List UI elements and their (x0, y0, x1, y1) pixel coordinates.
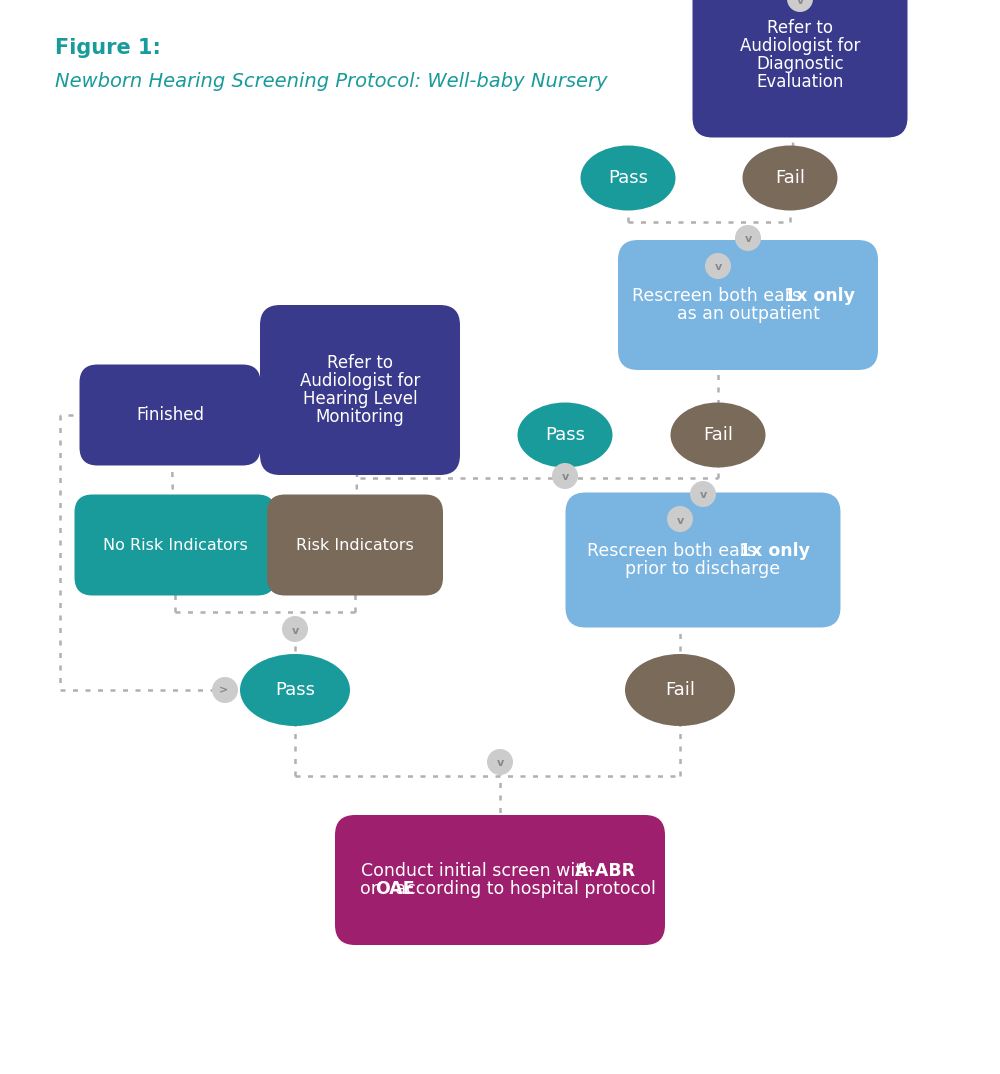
Text: v: v (699, 491, 707, 500)
FancyBboxPatch shape (335, 815, 665, 945)
Text: Pass: Pass (275, 681, 315, 699)
Text: Audiologist for: Audiologist for (300, 372, 420, 390)
Text: Rescreen both ears 1x only: Rescreen both ears 1x only (584, 542, 822, 560)
Circle shape (282, 616, 308, 642)
Text: v: v (676, 516, 684, 525)
Text: Hearing Level: Hearing Level (303, 390, 417, 408)
FancyBboxPatch shape (618, 240, 878, 371)
Circle shape (552, 463, 578, 489)
Text: Conduct initial screen with: Conduct initial screen with (361, 862, 598, 880)
Text: Rescreen both ears: Rescreen both ears (632, 287, 807, 305)
Text: v: v (496, 758, 504, 769)
Text: v: v (561, 473, 569, 482)
Text: Finished: Finished (136, 406, 204, 424)
Text: A-ABR: A-ABR (574, 862, 636, 880)
Text: Fail: Fail (665, 681, 695, 699)
Circle shape (487, 749, 513, 775)
Text: OAE: OAE (375, 880, 415, 898)
Text: Diagnostic: Diagnostic (756, 55, 844, 73)
FancyBboxPatch shape (566, 493, 840, 627)
Text: Conduct initial screen with A-ABR: Conduct initial screen with A-ABR (354, 862, 646, 880)
Text: Fail: Fail (703, 426, 733, 444)
Circle shape (735, 224, 761, 251)
Text: v: v (744, 234, 752, 245)
Text: >: > (219, 685, 229, 695)
Text: Figure 1:: Figure 1: (55, 38, 161, 58)
Text: Refer to: Refer to (327, 354, 393, 372)
Text: or: or (360, 880, 383, 898)
Text: Risk Indicators: Risk Indicators (296, 537, 414, 552)
Text: prior to discharge: prior to discharge (625, 560, 781, 578)
FancyBboxPatch shape (267, 494, 443, 595)
Text: No Risk Indicators: No Risk Indicators (103, 537, 247, 552)
Text: Refer to: Refer to (767, 19, 833, 37)
Text: Evaluation: Evaluation (756, 73, 844, 91)
Text: Fail: Fail (775, 169, 805, 187)
Ellipse shape (518, 403, 612, 467)
Ellipse shape (625, 654, 735, 726)
Circle shape (690, 481, 716, 507)
Text: Pass: Pass (545, 426, 585, 444)
Text: v: v (714, 262, 722, 273)
Text: Monitoring: Monitoring (316, 408, 404, 426)
FancyBboxPatch shape (80, 364, 260, 465)
Text: Rescreen both ears: Rescreen both ears (587, 542, 762, 560)
Text: v: v (796, 0, 804, 5)
Text: Rescreen both ears 1x only: Rescreen both ears 1x only (629, 287, 867, 305)
Ellipse shape (742, 145, 838, 211)
Circle shape (667, 506, 693, 532)
Text: or OAE according to hospital protocol: or OAE according to hospital protocol (337, 880, 663, 898)
Text: Pass: Pass (608, 169, 648, 187)
FancyBboxPatch shape (74, 494, 276, 595)
FancyBboxPatch shape (260, 305, 460, 475)
Circle shape (705, 253, 731, 279)
Ellipse shape (580, 145, 676, 211)
Text: 1x only: 1x only (739, 542, 810, 560)
Text: v: v (291, 625, 299, 636)
Circle shape (212, 677, 238, 703)
Ellipse shape (670, 403, 766, 467)
FancyBboxPatch shape (692, 0, 908, 137)
Text: according to hospital protocol: according to hospital protocol (390, 880, 656, 898)
Text: as an outpatient: as an outpatient (677, 305, 819, 323)
Ellipse shape (240, 654, 350, 726)
Text: Audiologist for: Audiologist for (740, 37, 860, 55)
Circle shape (787, 0, 813, 12)
Text: Newborn Hearing Screening Protocol: Well-baby Nursery: Newborn Hearing Screening Protocol: Well… (55, 72, 608, 91)
Text: 1x only: 1x only (784, 287, 855, 305)
